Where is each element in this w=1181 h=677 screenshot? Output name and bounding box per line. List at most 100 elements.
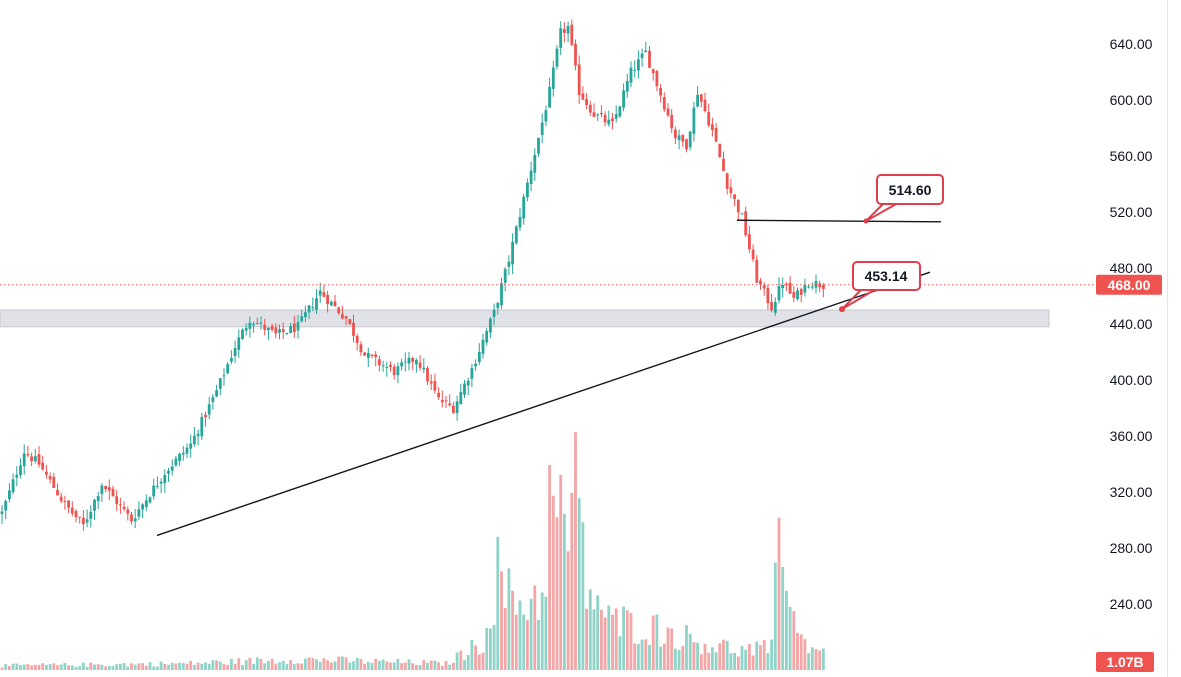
volume-bar [699, 654, 703, 670]
candle-body [67, 500, 70, 508]
candle-body [189, 443, 193, 449]
volume-bar [218, 661, 222, 670]
candle-body [348, 319, 352, 324]
horizontal-level-line[interactable] [736, 219, 942, 223]
volume-bar [600, 609, 603, 670]
volume-bar [415, 664, 418, 670]
candle-body [733, 194, 736, 200]
candle-body [577, 64, 581, 96]
candle-body [503, 269, 507, 283]
volume-bar [403, 662, 407, 670]
candle-body [307, 305, 311, 313]
candle-body [407, 357, 411, 364]
candle-body [392, 366, 396, 376]
volume-bar [255, 657, 259, 670]
volume-bar [26, 664, 30, 670]
volume-bar [588, 589, 592, 670]
volume-bar [574, 432, 577, 670]
callout-514[interactable]: 514.60 [863, 174, 944, 224]
volume-bar [762, 639, 766, 670]
volume-bar [603, 617, 607, 670]
candle-body [248, 322, 252, 329]
candle-body [470, 367, 474, 379]
volume-bars [0, 432, 825, 670]
volume-bar [318, 661, 322, 670]
candle-body [585, 99, 588, 106]
volume-bar [740, 646, 744, 670]
volume-bar [637, 644, 640, 670]
volume-bar [810, 647, 814, 670]
candle-body [89, 511, 93, 519]
volume-bar [341, 656, 344, 670]
candle-body [385, 367, 389, 369]
volume-bar [374, 658, 378, 670]
volume-bar [311, 658, 315, 670]
candle-body [237, 337, 241, 350]
volume-bar [300, 663, 304, 670]
volume-bar [85, 666, 89, 670]
volume-bar [563, 513, 566, 670]
volume-bar [548, 465, 551, 670]
candle-body [696, 94, 699, 107]
candle-body [792, 291, 796, 298]
candle-body [341, 314, 344, 319]
volume-bar [304, 658, 307, 670]
volume-bar [537, 619, 540, 670]
volume-bar [37, 664, 41, 670]
volume-bar [452, 662, 455, 670]
candle-body [322, 292, 326, 297]
volume-bar [196, 662, 200, 670]
volume-bar [466, 654, 470, 670]
candle-body [748, 234, 751, 250]
volume-bar [337, 656, 341, 670]
candle-body [588, 104, 592, 113]
candle-body [0, 511, 4, 515]
candle-body [300, 316, 304, 322]
candle-body [204, 414, 207, 418]
candle-body [111, 488, 115, 497]
callout-453-label: 453.14 [865, 268, 908, 284]
candle-body [100, 485, 104, 495]
candle-body [633, 69, 637, 71]
volume-bar [363, 663, 366, 670]
volume-bar [426, 662, 429, 670]
candle-body [707, 112, 711, 126]
candle-body [207, 404, 211, 415]
volume-bar [655, 614, 659, 670]
volume-bar [0, 667, 4, 670]
volume-bar [707, 652, 711, 670]
volume-bar [662, 643, 666, 670]
volume-bar [392, 662, 396, 670]
candle-body [218, 378, 222, 389]
candle-body [822, 285, 825, 289]
candle-body [777, 286, 781, 301]
candle-body [736, 200, 740, 213]
volume-bar [285, 664, 289, 670]
candle-body [144, 500, 148, 508]
candle-body [174, 458, 178, 466]
callout-453[interactable]: 453.14 [839, 261, 921, 313]
candle-body [570, 24, 574, 45]
candle-body [618, 106, 622, 117]
volume-bar [533, 585, 537, 670]
candle-body [766, 288, 770, 304]
volume-bar [181, 663, 185, 670]
volume-bar [629, 613, 633, 670]
trendline[interactable] [156, 271, 931, 537]
candle-body [226, 364, 230, 374]
volume-bar [799, 634, 803, 670]
volume-bar [152, 666, 156, 670]
candle-body [722, 158, 725, 171]
candle-body [655, 71, 659, 87]
volume-bar [744, 649, 748, 670]
volume-bar [555, 517, 559, 670]
candle-body [41, 462, 45, 470]
volume-bar [270, 658, 274, 670]
volume-bar [489, 628, 492, 670]
candle-body [622, 90, 625, 108]
candle-body [540, 122, 544, 136]
candle-body [281, 329, 285, 333]
candle-body [178, 453, 181, 462]
volume-bar [437, 662, 440, 670]
